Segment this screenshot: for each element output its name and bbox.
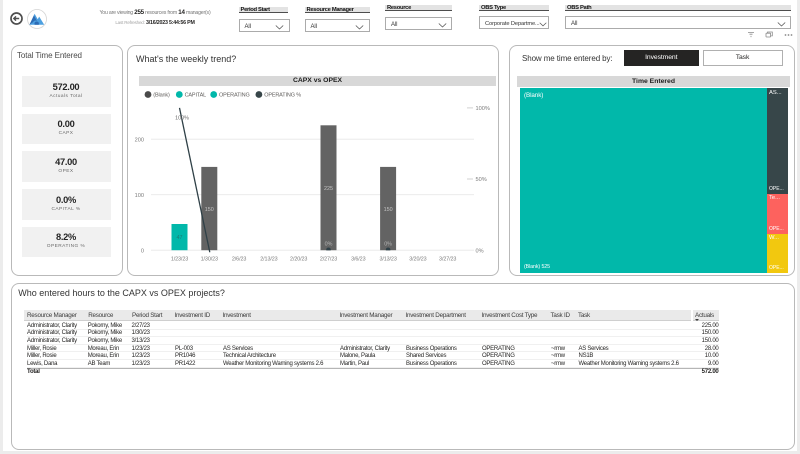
svg-text:OPERATING: OPERATING [219,93,250,99]
svg-text:(Blank): (Blank) [153,93,170,99]
svg-text:CAPITAL: CAPITAL [185,93,207,99]
svg-text:OPERATING %: OPERATING % [264,93,301,99]
svg-text:1/30/23: 1/30/23 [201,257,218,263]
svg-text:0%: 0% [325,242,333,248]
svg-text:200: 200 [135,137,144,143]
svg-text:2/6/23: 2/6/23 [232,257,246,263]
svg-text:3/20/23: 3/20/23 [409,257,426,263]
svg-text:50%: 50% [476,177,487,183]
svg-text:47: 47 [177,235,183,241]
svg-text:2/20/23: 2/20/23 [290,257,307,263]
svg-text:150: 150 [205,207,214,213]
svg-text:150: 150 [384,207,393,213]
svg-text:3/13/23: 3/13/23 [379,257,396,263]
svg-text:0: 0 [141,248,144,254]
svg-text:3/27/23: 3/27/23 [439,257,456,263]
svg-text:100: 100 [135,193,144,199]
svg-text:3/6/23: 3/6/23 [351,257,365,263]
svg-text:100%: 100% [175,116,189,122]
svg-text:225: 225 [324,186,333,192]
svg-text:2/27/23: 2/27/23 [320,257,337,263]
svg-text:2/13/23: 2/13/23 [260,257,277,263]
svg-text:100%: 100% [476,106,490,112]
svg-text:0%: 0% [384,242,392,248]
svg-text:0%: 0% [476,248,484,254]
svg-text:1/23/23: 1/23/23 [171,257,188,263]
